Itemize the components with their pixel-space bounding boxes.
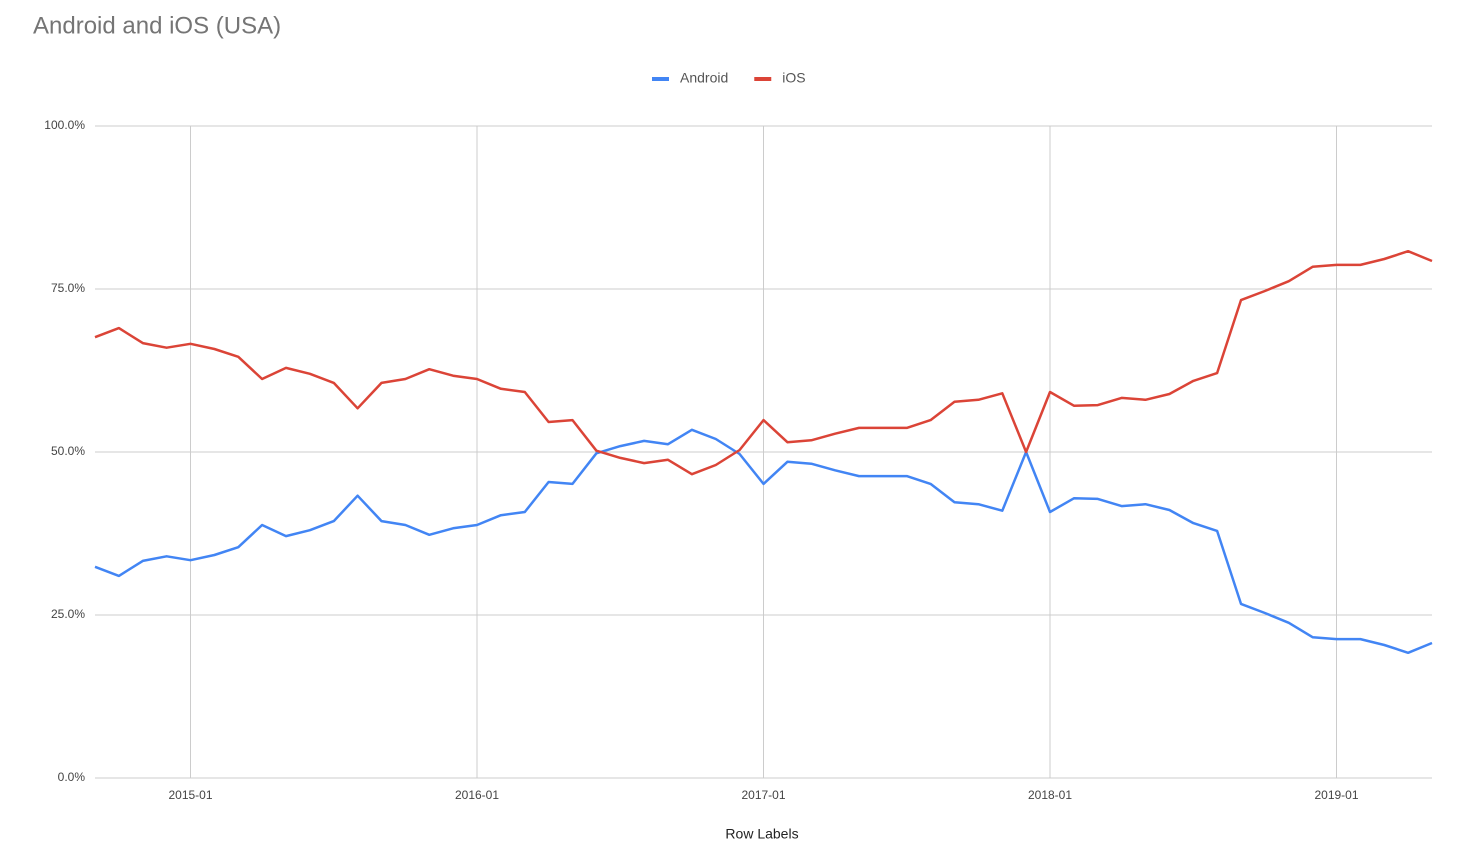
series-line [94,249,1433,476]
legend-label: iOS [782,70,805,86]
x-tick-label: 2017-01 [741,788,785,802]
series-line [94,428,1433,655]
x-tick-label: 2016-01 [455,788,499,802]
chart-title: Android and iOS (USA) [33,12,281,39]
x-axis-title: Row Labels [725,826,798,842]
y-tick-label: 25.0% [51,607,85,621]
y-tick-label: 0.0% [58,770,86,784]
y-tick-label: 75.0% [51,281,85,295]
legend-label: Android [680,70,728,86]
x-tick-label: 2015-01 [168,788,212,802]
x-tick-label: 2019-01 [1314,788,1358,802]
y-tick-label: 50.0% [51,444,85,458]
x-tick-label: 2018-01 [1028,788,1072,802]
y-tick-label: 100.0% [44,118,85,132]
